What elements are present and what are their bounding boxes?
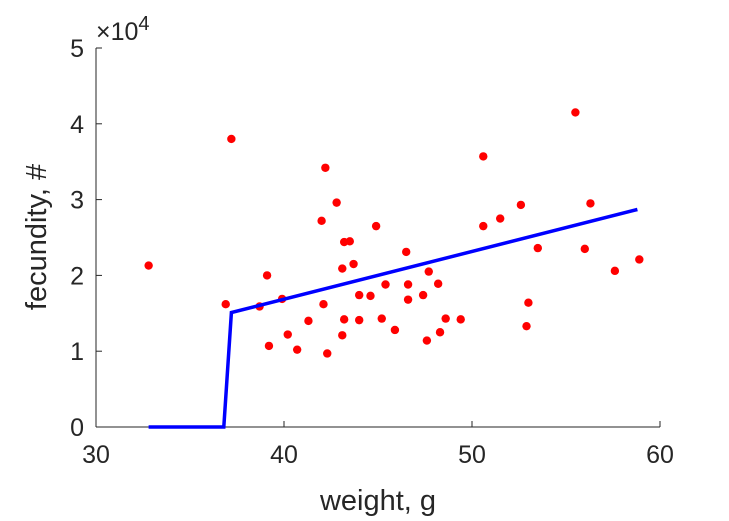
x-tick-label: 40 — [270, 441, 298, 469]
data-point — [323, 349, 332, 358]
y-tick-label: 0 — [70, 414, 84, 442]
y-tick-label: 4 — [70, 111, 84, 139]
data-point — [522, 321, 531, 331]
data-point — [435, 328, 445, 337]
data-point — [456, 315, 465, 324]
data-point — [283, 330, 292, 339]
data-point — [580, 244, 589, 254]
tick-labels: 30 40 50 60 0 1 2 3 4 5 — [70, 35, 674, 469]
data-point — [496, 214, 505, 223]
data-point — [524, 298, 533, 307]
fit-line — [148, 207, 638, 429]
y-axis-label: fecundity, # — [21, 164, 53, 310]
data-point — [355, 315, 364, 325]
data-point — [262, 271, 272, 280]
data-point — [533, 243, 542, 253]
data-point — [321, 163, 330, 172]
y-tick-label: 3 — [70, 187, 84, 215]
data-point — [332, 198, 341, 207]
fit-line-group — [148, 207, 638, 429]
data-point — [422, 336, 432, 345]
data-point — [355, 290, 364, 300]
data-point — [227, 134, 236, 144]
data-point — [424, 267, 433, 276]
data-point — [402, 247, 411, 257]
data-point — [433, 279, 443, 288]
x-tick-label: 50 — [458, 441, 486, 469]
data-point — [635, 255, 644, 264]
data-point — [345, 237, 354, 246]
y-axis-multiplier: ×104 — [96, 13, 150, 46]
data-point — [304, 316, 313, 326]
data-point — [338, 331, 347, 340]
data-point — [381, 280, 390, 289]
data-point — [403, 295, 413, 304]
y-tick-label: 5 — [70, 35, 84, 63]
data-point — [377, 314, 386, 323]
x-tick-label: 60 — [646, 441, 674, 469]
x-tick-label: 30 — [82, 441, 110, 469]
data-point — [292, 345, 302, 354]
data-point — [390, 325, 400, 335]
data-point — [571, 108, 580, 117]
y-tick-label: 2 — [70, 262, 84, 290]
ticks — [95, 47, 661, 428]
data-point — [418, 290, 428, 300]
data-points — [144, 108, 644, 358]
data-point — [144, 261, 153, 270]
data-point — [586, 199, 595, 208]
data-point — [403, 280, 413, 289]
data-point — [264, 341, 274, 351]
data-point — [516, 200, 526, 210]
data-point — [479, 152, 488, 161]
data-point — [371, 221, 381, 231]
data-point — [221, 300, 230, 309]
x-axis-label: weight, g — [319, 485, 436, 517]
data-point — [339, 315, 349, 324]
data-point — [319, 300, 328, 309]
data-point — [366, 291, 375, 301]
y-tick-label: 1 — [70, 338, 84, 366]
data-point — [317, 216, 326, 226]
data-point — [479, 221, 488, 231]
data-point — [349, 259, 358, 269]
data-point — [610, 266, 620, 276]
data-point — [441, 314, 450, 323]
axes — [95, 48, 660, 428]
data-point — [338, 264, 347, 273]
